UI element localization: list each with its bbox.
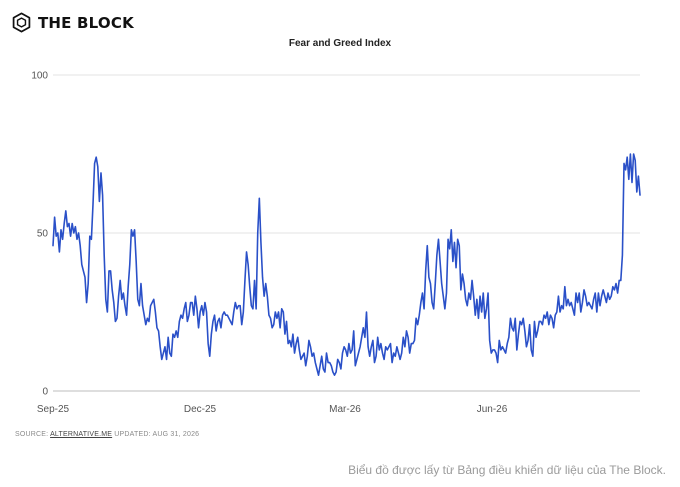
source-label: SOURCE:	[15, 431, 49, 438]
fear-greed-chart: 0 50 100 Sep-25 Dec-25 Mar-26 Jun-26	[31, 71, 641, 415]
brand-logo: THE BLOCK	[12, 12, 134, 33]
cube-logo-icon	[12, 12, 31, 33]
y-tick-label: 0	[42, 387, 48, 398]
source-line: SOURCE: ALTERNATIVE.ME UPDATED: AUG 31, …	[15, 431, 199, 438]
series-line	[52, 153, 641, 377]
y-tick-label: 100	[31, 71, 48, 82]
x-tick-label: Jun-26	[477, 404, 508, 415]
brand-name: THE BLOCK	[38, 13, 134, 32]
x-tick-label: Mar-26	[329, 404, 361, 415]
x-tick-label: Dec-25	[184, 404, 217, 415]
source-link[interactable]: ALTERNATIVE.ME	[50, 431, 113, 438]
x-tick-label: Sep-25	[37, 404, 70, 415]
image-caption: Biểu đồ được lấy từ Bảng điều khiển dữ l…	[348, 463, 666, 477]
chart-title: Fear and Greed Index	[288, 38, 392, 49]
updated-label: UPDATED: AUG 31, 2026	[114, 431, 200, 438]
y-tick-label: 50	[37, 229, 49, 240]
